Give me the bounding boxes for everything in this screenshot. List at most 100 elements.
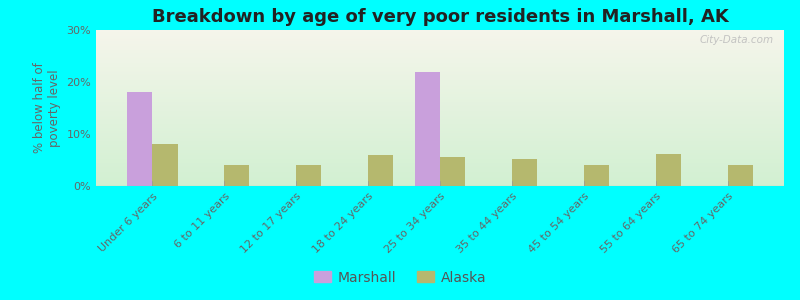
Bar — [96, 114, 784, 116]
Bar — [96, 95, 784, 97]
Bar — [96, 72, 784, 74]
Bar — [96, 32, 784, 33]
Bar — [96, 88, 784, 89]
Bar — [727, 165, 753, 186]
Bar — [96, 117, 784, 119]
Bar — [96, 158, 784, 160]
Bar — [96, 50, 784, 52]
Bar — [440, 158, 465, 186]
Bar — [96, 110, 784, 111]
Bar — [96, 105, 784, 106]
Bar — [415, 72, 440, 186]
Bar — [512, 159, 537, 186]
Bar — [96, 66, 784, 68]
Bar — [96, 138, 784, 139]
Bar — [96, 46, 784, 47]
Bar — [96, 108, 784, 110]
Bar — [96, 78, 784, 80]
Bar — [96, 106, 784, 108]
Bar — [127, 92, 153, 186]
Bar — [224, 165, 250, 186]
Bar — [96, 181, 784, 183]
Bar — [96, 77, 784, 78]
Bar — [96, 92, 784, 94]
Bar — [96, 139, 784, 141]
Bar — [296, 165, 322, 186]
Bar — [96, 173, 784, 175]
Bar — [96, 49, 784, 50]
Bar — [96, 172, 784, 173]
Bar — [96, 119, 784, 121]
Bar — [96, 155, 784, 156]
Bar — [96, 178, 784, 180]
Bar — [96, 124, 784, 125]
Bar — [96, 69, 784, 70]
Bar — [96, 175, 784, 177]
Bar — [96, 41, 784, 43]
Bar — [96, 43, 784, 44]
Bar — [96, 80, 784, 82]
Bar — [96, 75, 784, 77]
Bar — [96, 111, 784, 113]
Bar — [96, 136, 784, 138]
Bar — [96, 180, 784, 181]
Bar — [96, 125, 784, 127]
Bar — [96, 61, 784, 63]
Bar — [96, 103, 784, 105]
Bar — [96, 55, 784, 56]
Bar — [96, 68, 784, 69]
Bar — [96, 161, 784, 163]
Bar — [96, 146, 784, 147]
Bar — [656, 154, 681, 186]
Bar — [96, 167, 784, 169]
Bar — [96, 36, 784, 38]
Bar — [96, 127, 784, 128]
Bar — [96, 85, 784, 86]
Bar — [96, 147, 784, 148]
Bar — [96, 121, 784, 122]
Bar — [96, 169, 784, 170]
Bar — [96, 170, 784, 172]
Bar — [368, 155, 394, 186]
Bar — [96, 116, 784, 117]
Bar — [96, 100, 784, 102]
Bar — [96, 64, 784, 66]
Bar — [96, 148, 784, 150]
Y-axis label: % below half of
poverty level: % below half of poverty level — [33, 63, 61, 153]
Bar — [96, 130, 784, 131]
Bar — [96, 166, 784, 167]
Title: Breakdown by age of very poor residents in Marshall, AK: Breakdown by age of very poor residents … — [152, 8, 728, 26]
Bar — [96, 33, 784, 35]
Bar — [96, 56, 784, 58]
Bar — [96, 47, 784, 49]
Bar — [96, 134, 784, 136]
Bar — [96, 91, 784, 92]
Bar — [96, 153, 784, 155]
Bar — [96, 82, 784, 83]
Bar — [96, 164, 784, 166]
Bar — [96, 122, 784, 124]
Text: City-Data.com: City-Data.com — [699, 35, 774, 45]
Bar — [96, 70, 784, 72]
Bar — [96, 150, 784, 152]
Bar — [96, 58, 784, 60]
Bar — [96, 131, 784, 133]
Bar — [96, 177, 784, 178]
Bar — [96, 160, 784, 161]
Bar — [96, 113, 784, 114]
Bar — [96, 128, 784, 130]
Bar — [96, 35, 784, 36]
Bar — [96, 74, 784, 75]
Bar — [96, 89, 784, 91]
Bar — [96, 163, 784, 164]
Bar — [96, 97, 784, 99]
Bar — [96, 39, 784, 41]
Bar — [96, 83, 784, 85]
Bar — [96, 184, 784, 186]
Bar — [584, 165, 609, 186]
Bar — [96, 94, 784, 95]
Bar — [96, 156, 784, 158]
Bar — [96, 52, 784, 53]
Bar — [96, 38, 784, 39]
Bar — [96, 60, 784, 61]
